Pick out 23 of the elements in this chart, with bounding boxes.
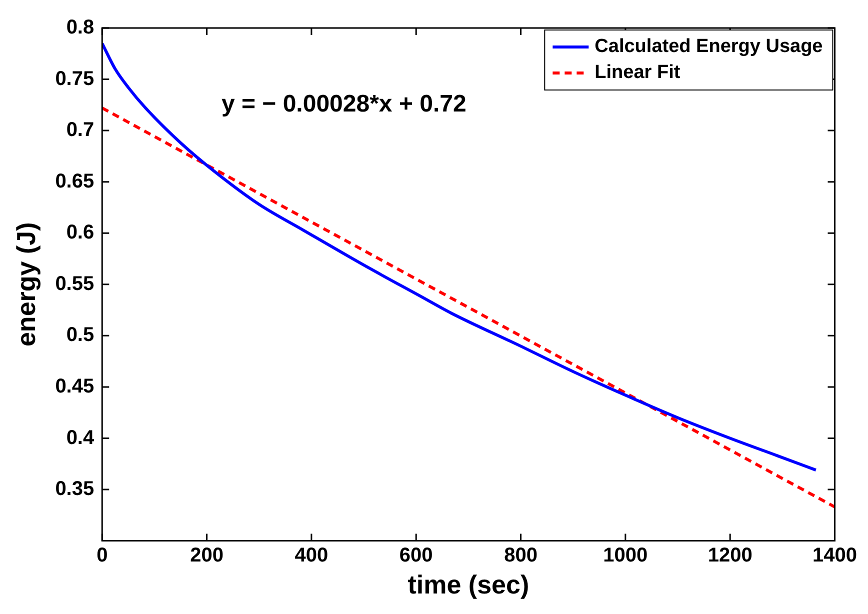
y-tick-label: 0.35 [55, 478, 94, 500]
y-tick-label: 0.7 [66, 119, 94, 142]
x-tick-label: 400 [294, 544, 328, 566]
y-tick-label: 0.55 [55, 272, 94, 295]
legend-label: Calculated Energy Usage [594, 36, 823, 58]
x-tick-label: 200 [190, 544, 224, 566]
y-tick-label: 0.45 [55, 375, 94, 398]
y-tick-label: 0.5 [66, 324, 94, 346]
y-tick-label: 0.4 [66, 426, 95, 449]
x-tick-label: 0 [96, 544, 108, 566]
y-tick-label: 0.8 [66, 16, 94, 39]
y-axis-title: energy (J) [10, 222, 41, 347]
y-tick-label: 0.6 [66, 222, 94, 244]
legend-label: Linear Fit [594, 62, 681, 84]
x-tick-label: 1400 [812, 544, 858, 566]
y-tick-label: 0.65 [55, 170, 94, 192]
annotation: y = − 0.00028*x + 0.72 [221, 90, 466, 118]
x-tick-label: 1000 [603, 544, 648, 566]
x-axis-title: time (sec) [408, 570, 530, 600]
x-tick-label: 1200 [708, 544, 752, 566]
x-tick-label: 800 [504, 544, 538, 566]
y-tick-label: 0.75 [55, 68, 94, 90]
x-tick-label: 600 [399, 544, 433, 566]
